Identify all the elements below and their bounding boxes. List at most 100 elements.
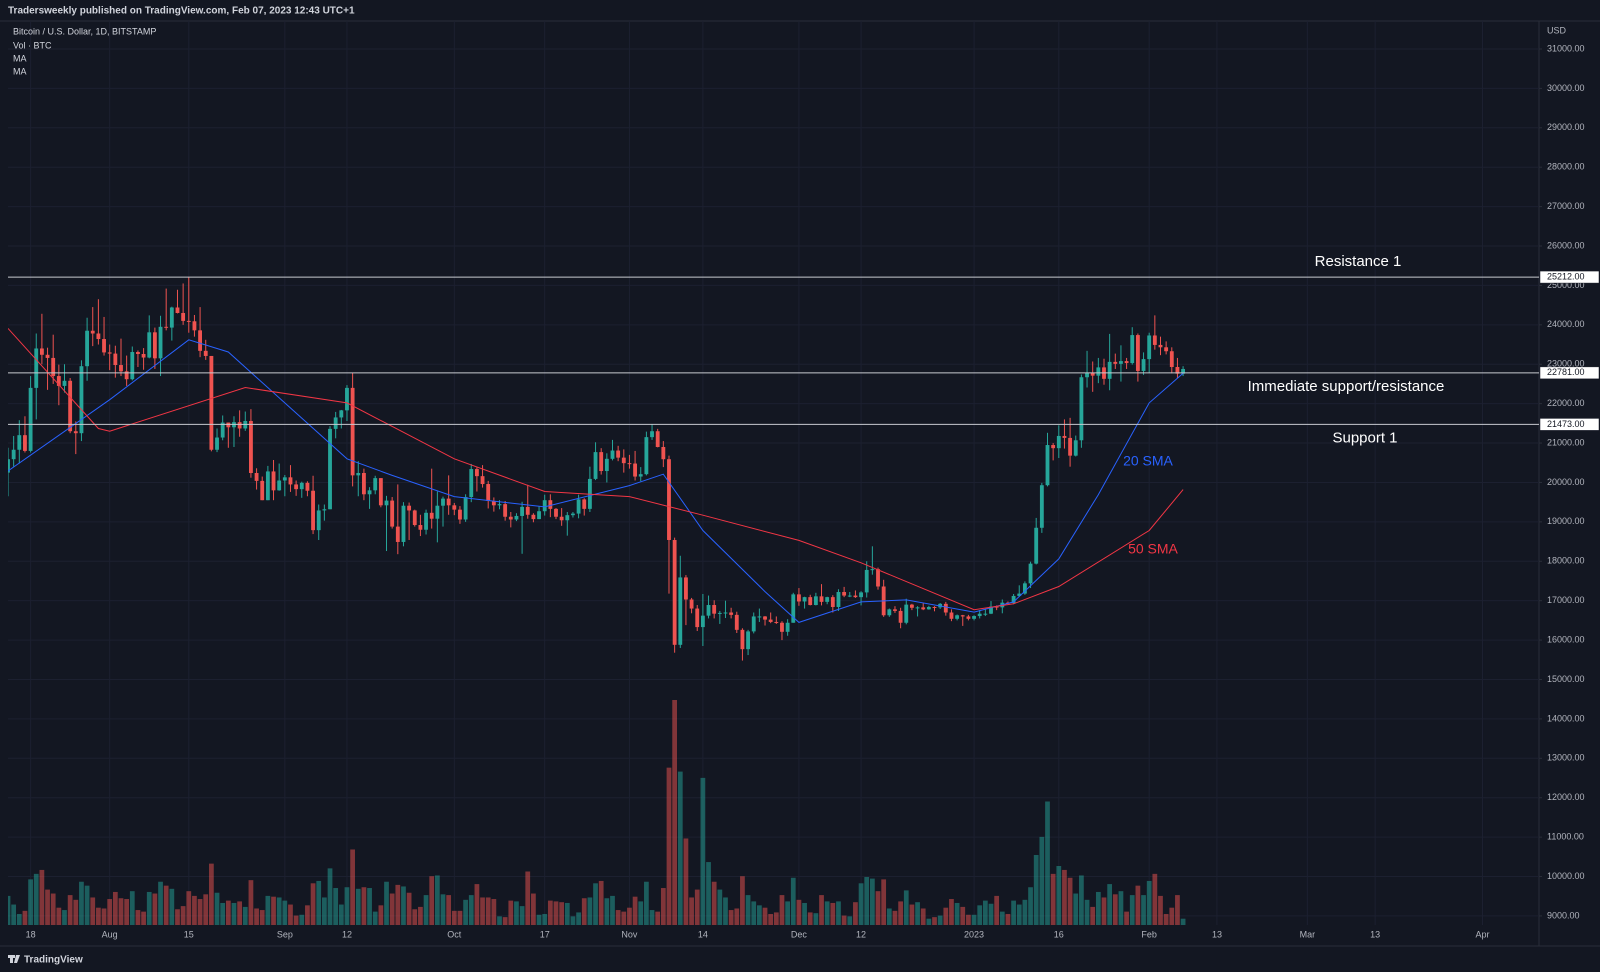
volume-bar bbox=[50, 893, 56, 925]
volume-bar bbox=[723, 897, 728, 925]
volume-bar bbox=[158, 881, 163, 925]
volume-bar bbox=[858, 883, 864, 925]
volume-bar bbox=[621, 911, 627, 925]
candle-body bbox=[977, 613, 982, 617]
volume-bar bbox=[372, 911, 378, 925]
candle-body bbox=[797, 594, 801, 602]
volume-bar bbox=[497, 916, 502, 925]
volume-bar bbox=[175, 909, 180, 925]
y-tick-label: 29000.00 bbox=[1547, 122, 1585, 132]
candle-body bbox=[808, 597, 813, 606]
candle-body bbox=[774, 621, 779, 623]
volume-bar bbox=[79, 881, 84, 925]
volume-bar bbox=[192, 895, 197, 925]
candle-body bbox=[124, 371, 129, 380]
volume-bar bbox=[463, 899, 468, 925]
volume-bar bbox=[45, 889, 50, 925]
volume-bar bbox=[316, 880, 322, 925]
volume-bar bbox=[242, 906, 248, 925]
candle-body bbox=[537, 511, 541, 520]
candle-body bbox=[1096, 367, 1101, 376]
candle-body bbox=[51, 357, 56, 377]
volume-bar bbox=[321, 897, 327, 925]
volume-bar bbox=[96, 907, 101, 925]
volume-bar bbox=[141, 911, 146, 925]
candle-body bbox=[633, 463, 638, 477]
y-tick-label: 11000.00 bbox=[1547, 831, 1584, 841]
volume-bar bbox=[971, 914, 977, 925]
volume-bar bbox=[926, 918, 932, 925]
candle-body bbox=[322, 509, 327, 511]
volume-bar bbox=[954, 902, 960, 925]
candle-body bbox=[345, 387, 349, 411]
candle-body bbox=[768, 619, 773, 622]
candle-body bbox=[1135, 335, 1140, 371]
candle-body bbox=[56, 376, 61, 386]
candle-body bbox=[463, 497, 468, 520]
volume-bar bbox=[395, 884, 401, 925]
volume-bar bbox=[988, 903, 994, 925]
volume-bar bbox=[412, 909, 418, 925]
candle-body bbox=[825, 597, 830, 602]
candle-body bbox=[1045, 445, 1050, 486]
volume-bar bbox=[768, 913, 774, 925]
volume-bar bbox=[909, 904, 915, 925]
volume-bar bbox=[271, 896, 276, 925]
x-tick-label: Apr bbox=[1475, 929, 1489, 939]
volume-bar bbox=[525, 871, 531, 925]
level-annotation: Support 1 bbox=[1332, 429, 1397, 446]
candle-body bbox=[203, 350, 208, 356]
candle-body bbox=[429, 512, 434, 519]
volume-bar bbox=[1073, 893, 1079, 925]
candle-body bbox=[717, 612, 722, 614]
candle-body bbox=[192, 321, 197, 331]
volume-bar bbox=[384, 881, 389, 925]
volume-bar bbox=[84, 885, 90, 925]
y-tick-label: 13000.00 bbox=[1547, 753, 1585, 763]
candle-body bbox=[373, 478, 378, 491]
candle-body bbox=[390, 500, 395, 527]
candle-body bbox=[446, 498, 451, 506]
volume-bar bbox=[299, 914, 305, 925]
candle-body bbox=[1085, 372, 1089, 378]
candle-body bbox=[1181, 368, 1186, 374]
candle-body bbox=[729, 612, 734, 615]
footer-logo bbox=[8, 955, 20, 963]
volume-bar bbox=[73, 899, 79, 925]
candle-body bbox=[531, 514, 536, 520]
candle-body bbox=[734, 614, 739, 630]
candle-body bbox=[181, 313, 186, 321]
candle-body bbox=[661, 446, 666, 460]
volume-bar bbox=[22, 910, 28, 925]
candle-body bbox=[763, 616, 767, 620]
candle-body bbox=[305, 482, 310, 491]
volume-bar bbox=[180, 906, 186, 925]
candle-body bbox=[1056, 435, 1061, 449]
volume-bar bbox=[1050, 873, 1056, 925]
candle-body bbox=[836, 592, 841, 607]
volume-bar bbox=[683, 838, 689, 925]
candle-body bbox=[983, 613, 988, 615]
volume-bar bbox=[819, 895, 824, 925]
volume-bar bbox=[1039, 836, 1045, 925]
candle-body bbox=[887, 609, 892, 616]
volume-bar bbox=[689, 897, 694, 925]
candle-body bbox=[299, 482, 304, 490]
candle-body bbox=[616, 450, 621, 458]
candle-body bbox=[1130, 335, 1135, 364]
x-tick-label: 18 bbox=[26, 929, 36, 939]
legend-ma: MA bbox=[13, 53, 27, 63]
volume-bar bbox=[8, 895, 11, 925]
volume-bar bbox=[836, 901, 841, 925]
ma-label: 20 SMA bbox=[1123, 453, 1173, 469]
candle-body bbox=[684, 577, 688, 600]
volume-bar bbox=[1022, 899, 1028, 925]
volume-bar bbox=[282, 900, 288, 925]
candle-body bbox=[441, 498, 445, 506]
candle-body bbox=[503, 504, 508, 517]
candle-body bbox=[723, 612, 728, 614]
candle-body bbox=[604, 458, 609, 472]
candle-body bbox=[542, 500, 547, 512]
candle-body bbox=[966, 616, 971, 619]
candle-body bbox=[571, 513, 575, 516]
